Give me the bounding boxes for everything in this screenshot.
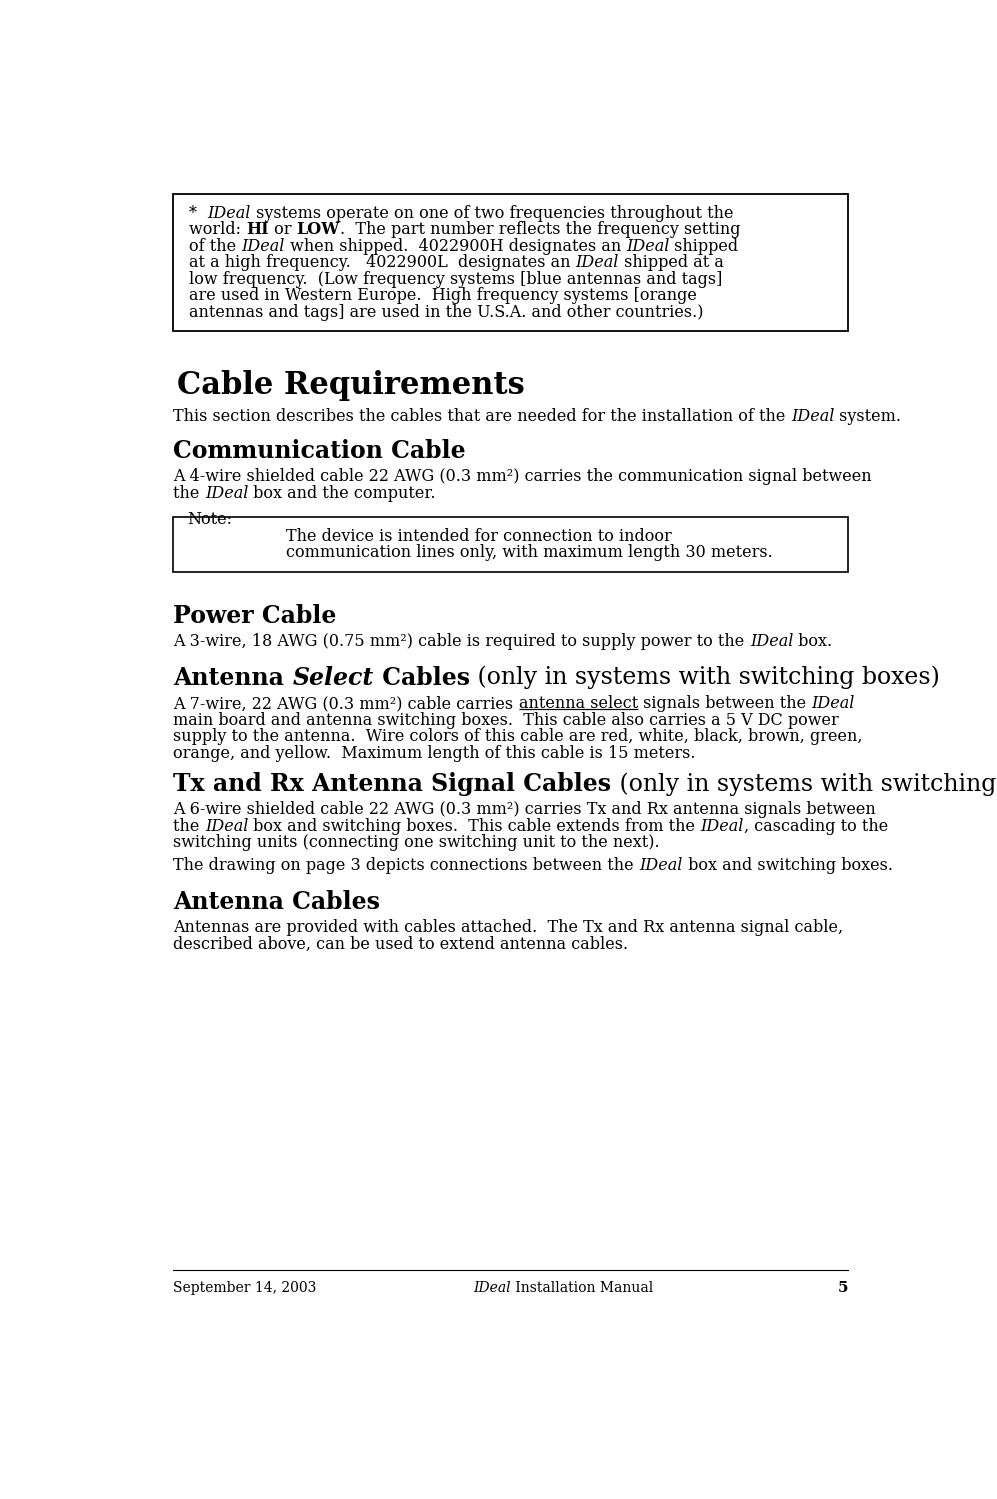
Text: when shipped.  4022900H designates an: when shipped. 4022900H designates an	[284, 238, 626, 255]
Text: signals between the: signals between the	[638, 696, 812, 712]
Text: *: *	[189, 204, 207, 222]
Bar	[173, 517, 848, 571]
Text: IDeal: IDeal	[205, 818, 248, 835]
Text: box and switching boxes.: box and switching boxes.	[683, 857, 892, 874]
Text: box and switching boxes.  This cable extends from the: box and switching boxes. This cable exte…	[248, 818, 701, 835]
Text: IDeal: IDeal	[474, 1282, 510, 1295]
Text: IDeal: IDeal	[750, 634, 794, 651]
Text: Cable Requirements: Cable Requirements	[177, 370, 525, 400]
Text: of the: of the	[189, 238, 241, 255]
Text: IDeal: IDeal	[626, 238, 669, 255]
Text: , cascading to the: , cascading to the	[744, 818, 888, 835]
Text: IDeal: IDeal	[639, 857, 683, 874]
Text: A 6-wire shielded cable 22 AWG (0.3 mm²) carries Tx and Rx antenna signals betwe: A 6-wire shielded cable 22 AWG (0.3 mm²)…	[173, 802, 876, 818]
Text: switching units (connecting one switching unit to the next).: switching units (connecting one switchin…	[173, 835, 660, 851]
Text: The drawing on page 3 depicts connections between the: The drawing on page 3 depicts connection…	[173, 857, 639, 874]
Text: supply to the antenna.  Wire colors of this cable are red, white, black, brown, : supply to the antenna. Wire colors of th…	[173, 729, 863, 745]
Text: A 4-wire shielded cable 22 AWG (0.3 mm²) carries the communication signal betwee: A 4-wire shielded cable 22 AWG (0.3 mm²)…	[173, 468, 872, 486]
Text: IDeal: IDeal	[575, 255, 619, 271]
Text: Note:: Note:	[187, 511, 232, 528]
Text: the: the	[173, 818, 205, 835]
Text: September 14, 2003: September 14, 2003	[173, 1282, 317, 1295]
Text: the: the	[173, 484, 205, 502]
Text: Cables: Cables	[374, 666, 470, 690]
Text: Tx and Rx Antenna Signal Cables: Tx and Rx Antenna Signal Cables	[173, 772, 611, 796]
Text: IDeal: IDeal	[701, 818, 744, 835]
Text: A 7-wire, 22 AWG (0.3 mm²) cable carries: A 7-wire, 22 AWG (0.3 mm²) cable carries	[173, 696, 518, 712]
Text: Power Cable: Power Cable	[173, 604, 337, 628]
Text: Antenna: Antenna	[173, 666, 292, 690]
Text: system.: system.	[834, 408, 901, 426]
Text: Select: Select	[292, 666, 374, 690]
Text: shipped at a: shipped at a	[619, 255, 724, 271]
Text: LOW: LOW	[296, 220, 340, 238]
Text: box.: box.	[794, 634, 832, 651]
Text: HI: HI	[246, 220, 269, 238]
Text: are used in Western Europe.  High frequency systems [orange: are used in Western Europe. High frequen…	[189, 288, 697, 304]
Text: shipped: shipped	[669, 238, 739, 255]
Text: antenna select: antenna select	[518, 696, 638, 712]
Text: IDeal: IDeal	[812, 696, 854, 712]
Text: IDeal: IDeal	[205, 484, 248, 502]
Text: (only in systems with switching boxes): (only in systems with switching boxes)	[611, 772, 997, 796]
Text: .  The part number reflects the frequency setting: . The part number reflects the frequency…	[340, 220, 740, 238]
Text: Antennas are provided with cables attached.  The Tx and Rx antenna signal cable,: Antennas are provided with cables attach…	[173, 919, 843, 935]
Text: described above, can be used to extend antenna cables.: described above, can be used to extend a…	[173, 935, 628, 953]
Text: box and the computer.: box and the computer.	[248, 484, 436, 502]
Text: or: or	[269, 220, 296, 238]
Text: low frequency.  (Low frequency systems [blue antennas and tags]: low frequency. (Low frequency systems [b…	[189, 271, 722, 288]
Text: Communication Cable: Communication Cable	[173, 439, 466, 463]
Text: antennas and tags] are used in the U.S.A. and other countries.): antennas and tags] are used in the U.S.A…	[189, 304, 704, 321]
Text: orange, and yellow.  Maximum length of this cable is 15 meters.: orange, and yellow. Maximum length of th…	[173, 745, 696, 761]
Text: 5: 5	[837, 1282, 848, 1295]
Text: Antenna Cables: Antenna Cables	[173, 890, 381, 914]
Text: This section describes the cables that are needed for the installation of the: This section describes the cables that a…	[173, 408, 791, 426]
Text: (only in systems with switching boxes): (only in systems with switching boxes)	[470, 666, 940, 690]
Text: IDeal: IDeal	[207, 204, 250, 222]
Text: world:: world:	[189, 220, 246, 238]
Text: IDeal: IDeal	[791, 408, 834, 426]
Text: at a high frequency.   4022900L  designates an: at a high frequency. 4022900L designates…	[189, 255, 575, 271]
Text: The device is intended for connection to indoor: The device is intended for connection to…	[286, 528, 672, 546]
Text: main board and antenna switching boxes.  This cable also carries a 5 V DC power: main board and antenna switching boxes. …	[173, 712, 839, 729]
Bar	[173, 193, 848, 331]
Text: communication lines only, with maximum length 30 meters.: communication lines only, with maximum l…	[286, 544, 773, 562]
Text: A 3-wire, 18 AWG (0.75 mm²) cable is required to supply power to the: A 3-wire, 18 AWG (0.75 mm²) cable is req…	[173, 634, 750, 651]
Text: systems operate on one of two frequencies throughout the: systems operate on one of two frequencie…	[250, 204, 733, 222]
Text: IDeal: IDeal	[241, 238, 284, 255]
Text: Installation Manual: Installation Manual	[510, 1282, 653, 1295]
